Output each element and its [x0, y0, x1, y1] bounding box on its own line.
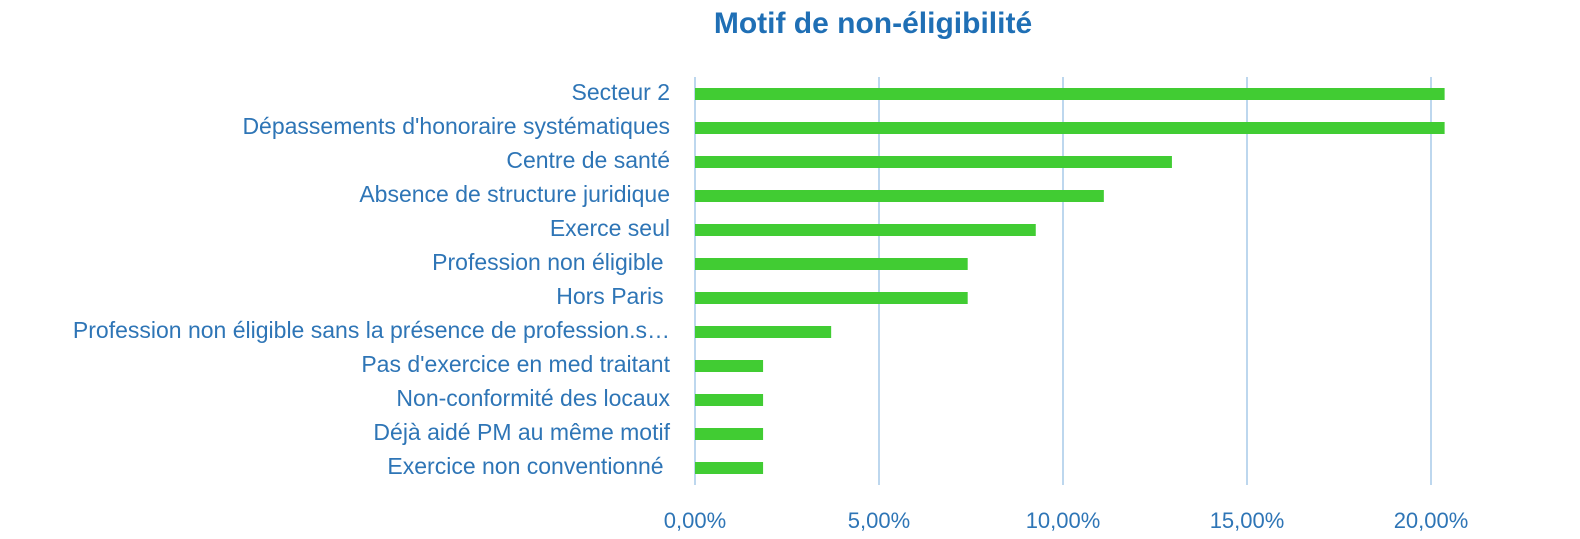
bar	[695, 190, 1104, 202]
x-tick-label: 20,00%	[1394, 508, 1469, 533]
bar	[695, 428, 764, 440]
y-tick-label: Déjà aidé PM au même motif	[373, 419, 670, 445]
y-tick-label: Pas d'exercice en med traitant	[361, 351, 670, 377]
y-tick-label: Absence de structure juridique	[359, 181, 670, 207]
bar	[695, 326, 832, 338]
y-tick-label: Exercice non conventionné	[387, 453, 670, 479]
y-tick-label: Hors Paris	[556, 283, 670, 309]
x-tick-label: 15,00%	[1210, 508, 1285, 533]
bar	[695, 360, 764, 372]
y-tick-label: Profession non éligible	[432, 249, 670, 275]
bar	[695, 88, 1445, 100]
chart-title: Motif de non-éligibilité	[714, 7, 1032, 40]
bar	[695, 258, 968, 270]
bar	[695, 156, 1172, 168]
bar	[695, 292, 968, 304]
bar	[695, 224, 1036, 236]
x-tick-label: 0,00%	[664, 508, 726, 533]
bar	[695, 394, 764, 406]
y-tick-label: Dépassements d'honoraire systématiques	[242, 113, 670, 139]
bar	[695, 462, 764, 474]
bar	[695, 122, 1445, 134]
y-tick-label: Centre de santé	[506, 147, 670, 173]
y-tick-label: Exerce seul	[550, 215, 670, 241]
x-tick-label: 5,00%	[848, 508, 910, 533]
y-tick-label: Secteur 2	[572, 79, 670, 105]
y-tick-label: Profession non éligible sans la présence…	[73, 317, 670, 343]
x-tick-label: 10,00%	[1026, 508, 1101, 533]
y-tick-label: Non-conformité des locaux	[396, 385, 670, 411]
